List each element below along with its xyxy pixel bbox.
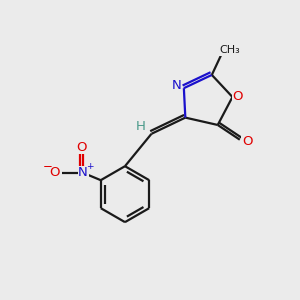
- Text: N: N: [78, 166, 88, 179]
- Text: O: O: [76, 141, 87, 154]
- Text: +: +: [86, 162, 93, 171]
- Text: N: N: [172, 79, 182, 92]
- Text: H: H: [135, 120, 145, 133]
- Text: CH₃: CH₃: [219, 46, 240, 56]
- Text: O: O: [232, 91, 243, 103]
- Text: O: O: [49, 166, 60, 179]
- Text: −: −: [43, 160, 53, 173]
- Text: O: O: [242, 135, 252, 148]
